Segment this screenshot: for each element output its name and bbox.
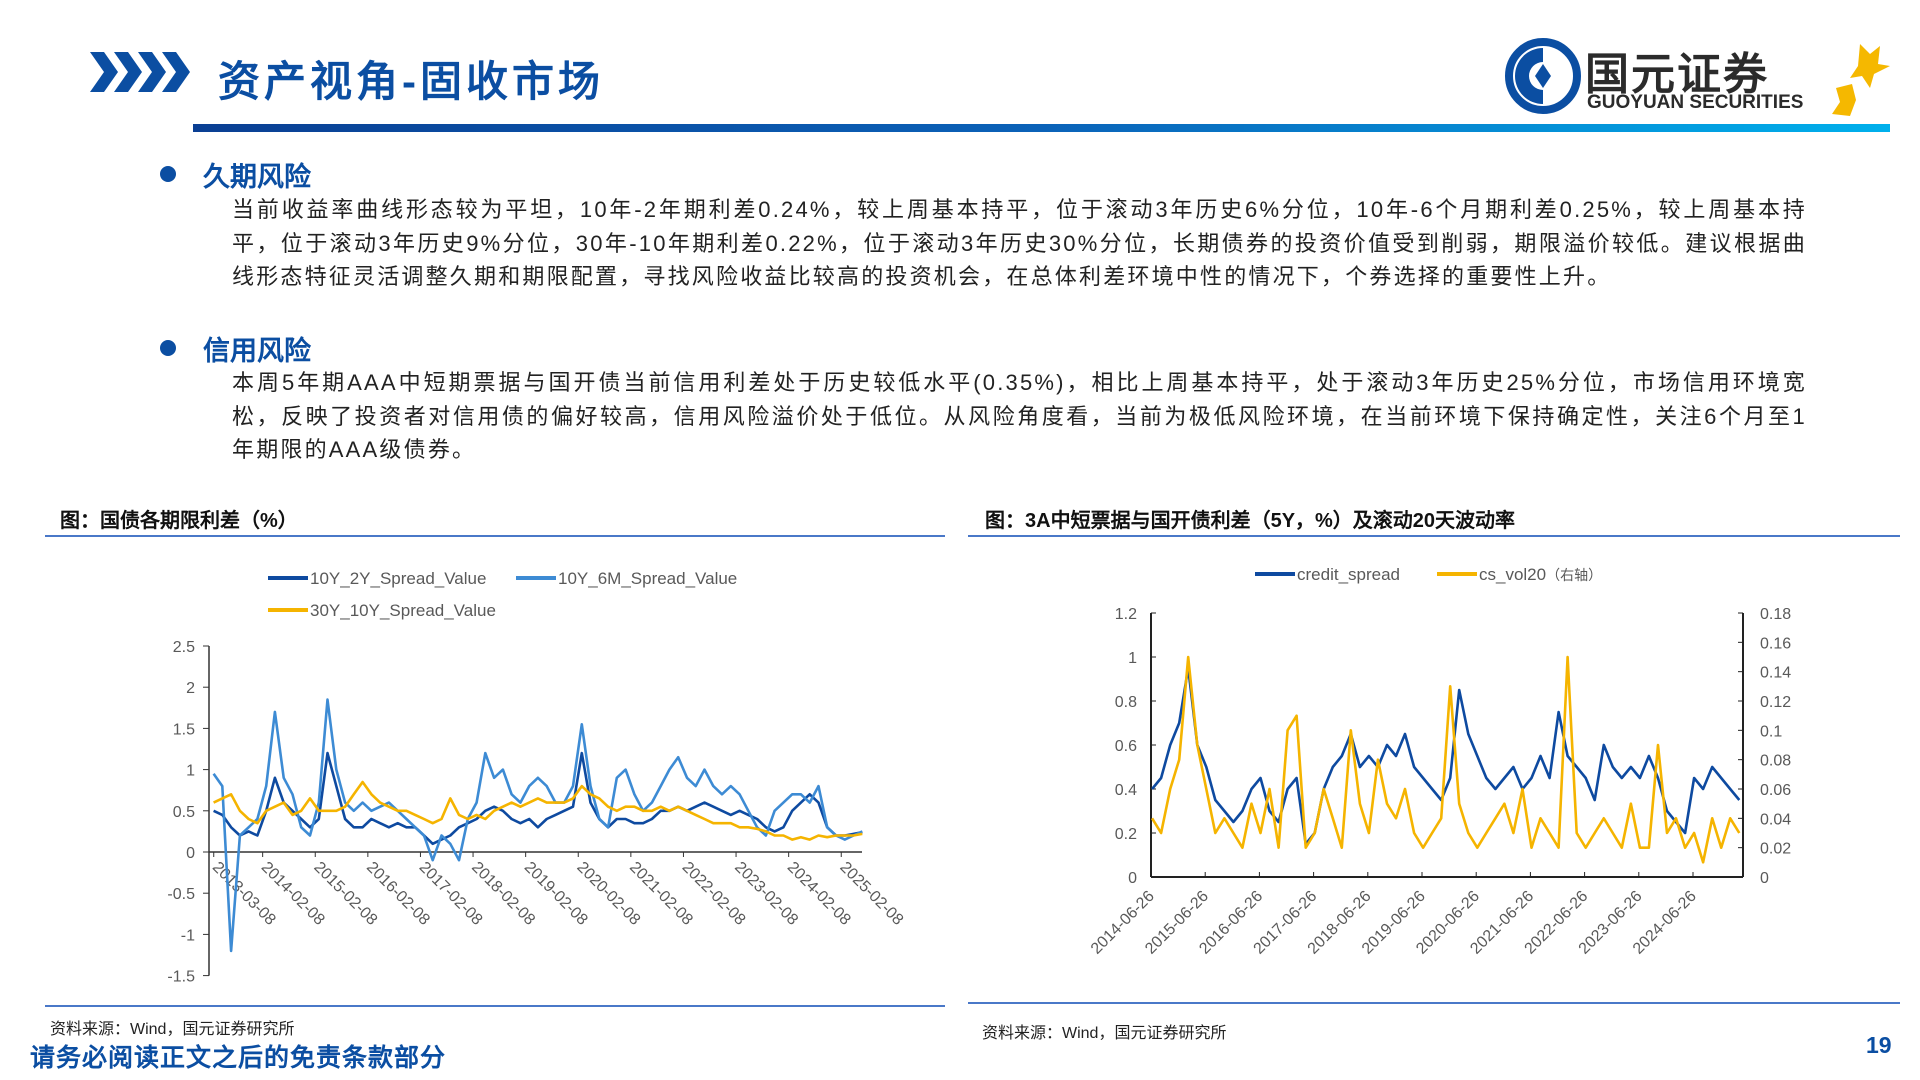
chart-source-right: 资料来源：Wind，国元证券研究所	[982, 1025, 1227, 1042]
y-tick-label: 1.2	[1115, 606, 1137, 623]
legend-label: 10Y_2Y_Spread_Value	[310, 569, 486, 588]
chart-title-credit-spread: 图：3A中短票据与国开债利差（5Y，%）及滚动20天波动率	[985, 510, 1516, 532]
y2-tick-label: 0.06	[1760, 782, 1791, 799]
section-heading-duration-risk: 久期风险	[203, 162, 311, 192]
y-tick-label: -1.5	[167, 969, 195, 986]
y-tick-label: 0.4	[1115, 782, 1137, 799]
y-tick-label: -1	[181, 927, 195, 944]
chart-source-left: 资料来源：Wind，国元证券研究所	[50, 1021, 295, 1038]
y-tick-label: 2	[186, 680, 195, 697]
series-line-30Y_10Y_Spread_Value	[213, 780, 863, 841]
series-line-credit_spread	[1151, 666, 1741, 846]
legend-label: 30Y_10Y_Spread_Value	[310, 601, 496, 620]
treasury-spread-chart: 2.521.510.50-0.5-1-1.52013-03-082014-02-…	[167, 569, 906, 986]
y-tick-label: 0.5	[173, 804, 195, 821]
series-line-cs_vol20	[1150, 655, 1741, 864]
y-tick-label: -0.5	[167, 886, 195, 903]
section-body-credit-risk: 本周5年期AAA中短期票据与国开债当前信用利差处于历史较低水平(0.35%)，相…	[232, 370, 1807, 462]
y-tick-label: 1	[186, 763, 195, 780]
chart-bottom-rule	[968, 1002, 1900, 1004]
chart-title-rule	[45, 535, 945, 537]
company-logo: 国元证券 GUOYUAN SECURITIES	[1505, 36, 1895, 116]
y2-tick-label: 0.1	[1760, 723, 1782, 740]
y-tick-label: 1	[1128, 650, 1137, 667]
credit-spread-chart: 1.2 1 0.8 0.6 0.4 0.2 0 0.18 0.16 0.14 0.12 0.1 0.08…	[1088, 565, 1791, 958]
legend-label: credit_spread	[1297, 565, 1400, 584]
section-heading-credit-risk: 信用风险	[203, 336, 311, 366]
logo-emblem-icon	[1505, 38, 1581, 114]
y2-tick-label: 0.12	[1760, 694, 1791, 711]
header-divider-bar	[193, 124, 1890, 132]
chevrons-icon	[90, 52, 195, 97]
logo-star-icon	[1832, 44, 1890, 116]
y2-tick-label: 0	[1760, 870, 1769, 887]
legend-axis-note: （右轴）	[1546, 567, 1602, 583]
series-line-10Y_6M_Spread_Value	[212, 698, 863, 953]
y-tick-label: 0	[1128, 870, 1137, 887]
y2-tick-label: 0.08	[1760, 753, 1791, 770]
y-tick-label: 0	[186, 845, 195, 862]
chart-title-treasury-spreads: 图：国债各期限利差（%）	[60, 510, 298, 532]
legend-label: 10Y_6M_Spread_Value	[558, 569, 737, 588]
y2-tick-label: 0.04	[1760, 811, 1791, 828]
chart-title-rule	[968, 535, 1900, 537]
bullet-icon	[160, 340, 176, 356]
page-title: 资产视角-固收市场	[218, 58, 604, 105]
y2-tick-label: 0.18	[1760, 606, 1791, 623]
y-tick-label: 2.5	[173, 639, 195, 656]
chart-bottom-rule	[45, 1005, 945, 1007]
y-tick-label: 0.6	[1115, 738, 1137, 755]
legend-label: cs_vol20（右轴）	[1479, 565, 1602, 584]
logo-chinese-text: 国元证券	[1585, 50, 1769, 99]
bullet-icon	[160, 166, 176, 182]
y2-tick-label: 0.16	[1760, 635, 1791, 652]
series-line-10Y_2Y_Spread_Value	[213, 751, 863, 846]
y2-tick-label: 0.14	[1760, 665, 1791, 682]
y-tick-label: 0.8	[1115, 694, 1137, 711]
section-body-duration-risk: 当前收益率曲线形态较为平坦，10年-2年期利差0.24%，较上周基本持平，位于滚…	[232, 197, 1807, 289]
y-tick-label: 1.5	[173, 721, 195, 738]
y-tick-label: 0.2	[1115, 826, 1137, 843]
logo-english-text: GUOYUAN SECURITIES	[1587, 92, 1804, 113]
disclaimer-notice: 请务必阅读正文之后的免责条款部分	[30, 1044, 447, 1072]
y2-tick-label: 0.02	[1760, 841, 1791, 858]
page-number: 19	[1866, 1032, 1892, 1058]
